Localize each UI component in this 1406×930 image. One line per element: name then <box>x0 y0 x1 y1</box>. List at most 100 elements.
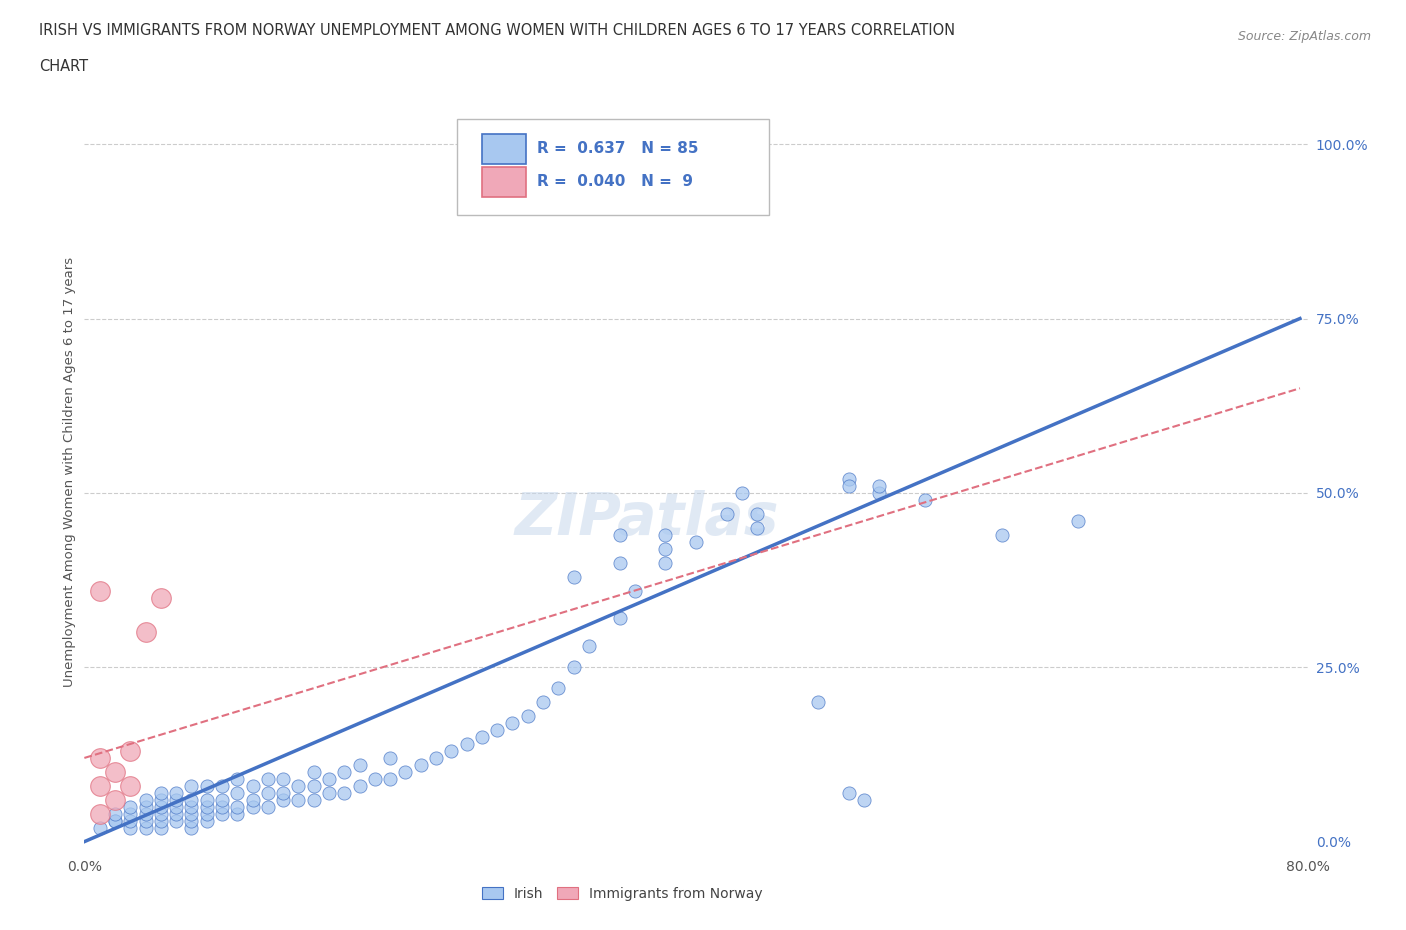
Y-axis label: Unemployment Among Women with Children Ages 6 to 17 years: Unemployment Among Women with Children A… <box>63 257 76 687</box>
Point <box>914 493 936 508</box>
Text: Source: ZipAtlas.com: Source: ZipAtlas.com <box>1237 30 1371 43</box>
Point <box>135 806 157 821</box>
Point <box>409 757 432 772</box>
Point <box>869 479 891 494</box>
Legend: Irish, Immigrants from Norway: Irish, Immigrants from Norway <box>477 881 769 906</box>
Point <box>149 813 172 829</box>
Point <box>226 806 249 821</box>
Point <box>149 792 172 807</box>
Point <box>547 681 569 696</box>
Point <box>471 729 494 744</box>
Point <box>257 800 280 815</box>
Point <box>165 806 187 821</box>
Point <box>624 583 647 598</box>
Point <box>104 813 127 829</box>
Point <box>104 792 127 807</box>
Point <box>333 764 356 779</box>
Point <box>609 527 631 542</box>
Point <box>685 534 707 549</box>
Point <box>120 820 142 835</box>
FancyBboxPatch shape <box>457 119 769 215</box>
Point <box>578 639 600 654</box>
Point <box>135 820 157 835</box>
Text: ZIPatlas: ZIPatlas <box>515 489 779 547</box>
Point <box>609 555 631 570</box>
Point <box>991 527 1014 542</box>
FancyBboxPatch shape <box>482 167 526 197</box>
Point <box>380 751 402 765</box>
Point <box>747 521 769 536</box>
Point <box>302 778 325 793</box>
Point <box>318 785 340 800</box>
Point <box>302 764 325 779</box>
Point <box>731 485 754 500</box>
Point <box>349 757 371 772</box>
Point <box>149 591 172 605</box>
Point <box>180 800 202 815</box>
Point <box>120 778 142 793</box>
Point <box>242 792 264 807</box>
Point <box>226 772 249 787</box>
Point <box>211 800 233 815</box>
Point <box>257 785 280 800</box>
Point <box>747 507 769 522</box>
Point <box>333 785 356 800</box>
Point <box>89 806 111 821</box>
Text: R =  0.637   N = 85: R = 0.637 N = 85 <box>537 141 699 156</box>
Point <box>149 820 172 835</box>
Point <box>104 806 127 821</box>
Point <box>180 792 202 807</box>
Text: IRISH VS IMMIGRANTS FROM NORWAY UNEMPLOYMENT AMONG WOMEN WITH CHILDREN AGES 6 TO: IRISH VS IMMIGRANTS FROM NORWAY UNEMPLOY… <box>39 23 956 38</box>
Point <box>195 778 218 793</box>
Point <box>120 744 142 759</box>
Point <box>302 792 325 807</box>
Point <box>104 813 127 829</box>
Text: R =  0.040   N =  9: R = 0.040 N = 9 <box>537 175 693 190</box>
Point <box>165 800 187 815</box>
Point <box>287 778 309 793</box>
Point <box>211 792 233 807</box>
Point <box>226 785 249 800</box>
Point <box>654 527 676 542</box>
Point <box>609 611 631 626</box>
Point <box>654 541 676 556</box>
Point <box>257 772 280 787</box>
Point <box>287 792 309 807</box>
Point <box>135 800 157 815</box>
Point <box>516 709 538 724</box>
Point <box>271 792 294 807</box>
Point <box>349 778 371 793</box>
Point <box>165 792 187 807</box>
Point <box>120 806 142 821</box>
Point <box>89 778 111 793</box>
Point <box>195 806 218 821</box>
Point <box>89 583 111 598</box>
Point <box>211 778 233 793</box>
Point <box>195 800 218 815</box>
Point <box>165 813 187 829</box>
Point <box>562 569 585 584</box>
Point <box>211 806 233 821</box>
Point <box>180 806 202 821</box>
Point <box>195 792 218 807</box>
Point <box>165 785 187 800</box>
FancyBboxPatch shape <box>482 135 526 165</box>
Point <box>380 772 402 787</box>
Point <box>318 772 340 787</box>
Point <box>135 792 157 807</box>
Point <box>135 625 157 640</box>
Point <box>149 785 172 800</box>
Point <box>425 751 447 765</box>
Point <box>180 820 202 835</box>
Point <box>486 723 509 737</box>
Point <box>838 785 860 800</box>
Point <box>853 792 876 807</box>
Point <box>1067 513 1090 528</box>
Point <box>226 800 249 815</box>
Point <box>180 778 202 793</box>
Point <box>271 785 294 800</box>
Point <box>456 737 478 751</box>
Point <box>271 772 294 787</box>
Point <box>502 716 524 731</box>
Point <box>869 485 891 500</box>
